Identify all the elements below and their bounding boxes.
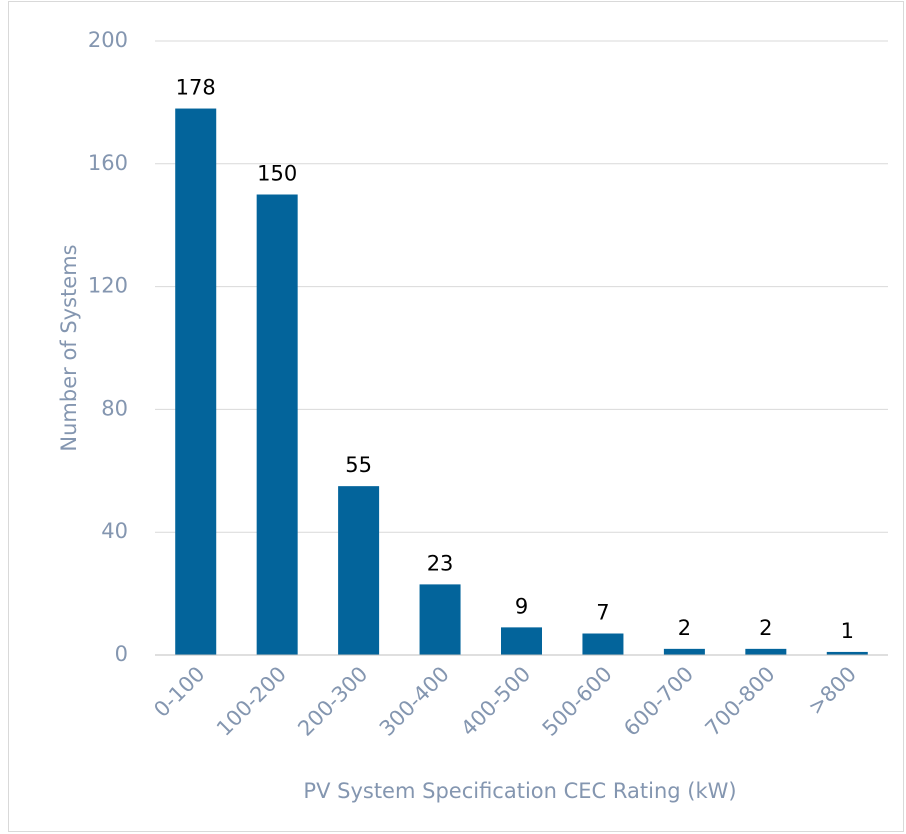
- bar: [582, 633, 624, 655]
- bar: [256, 194, 298, 655]
- x-axis-label: PV System Specification CEC Rating (kW): [303, 779, 736, 803]
- y-tick-label: 200: [88, 28, 128, 52]
- y-tick-label: 160: [88, 151, 128, 175]
- data-label: 55: [345, 453, 372, 477]
- data-label: 9: [515, 594, 528, 618]
- bar: [175, 108, 217, 656]
- y-tick-label: 80: [101, 396, 128, 420]
- bar: [338, 486, 380, 655]
- bar: [826, 651, 868, 655]
- data-label: 23: [427, 551, 454, 575]
- y-axis-label: Number of Systems: [57, 244, 81, 451]
- bar: [745, 648, 787, 655]
- bar: [419, 584, 461, 655]
- bar: [501, 627, 542, 655]
- bar: [663, 648, 705, 655]
- data-label: 7: [596, 601, 609, 625]
- chart-border: [8, 1, 904, 832]
- y-tick-label: 0: [115, 642, 128, 666]
- data-label: 150: [257, 162, 297, 186]
- data-label: 2: [678, 616, 691, 640]
- y-tick-label: 40: [101, 519, 128, 543]
- data-label: 1: [841, 619, 854, 643]
- y-tick-label: 120: [88, 274, 128, 298]
- data-label: 2: [759, 616, 772, 640]
- data-label: 178: [176, 76, 216, 100]
